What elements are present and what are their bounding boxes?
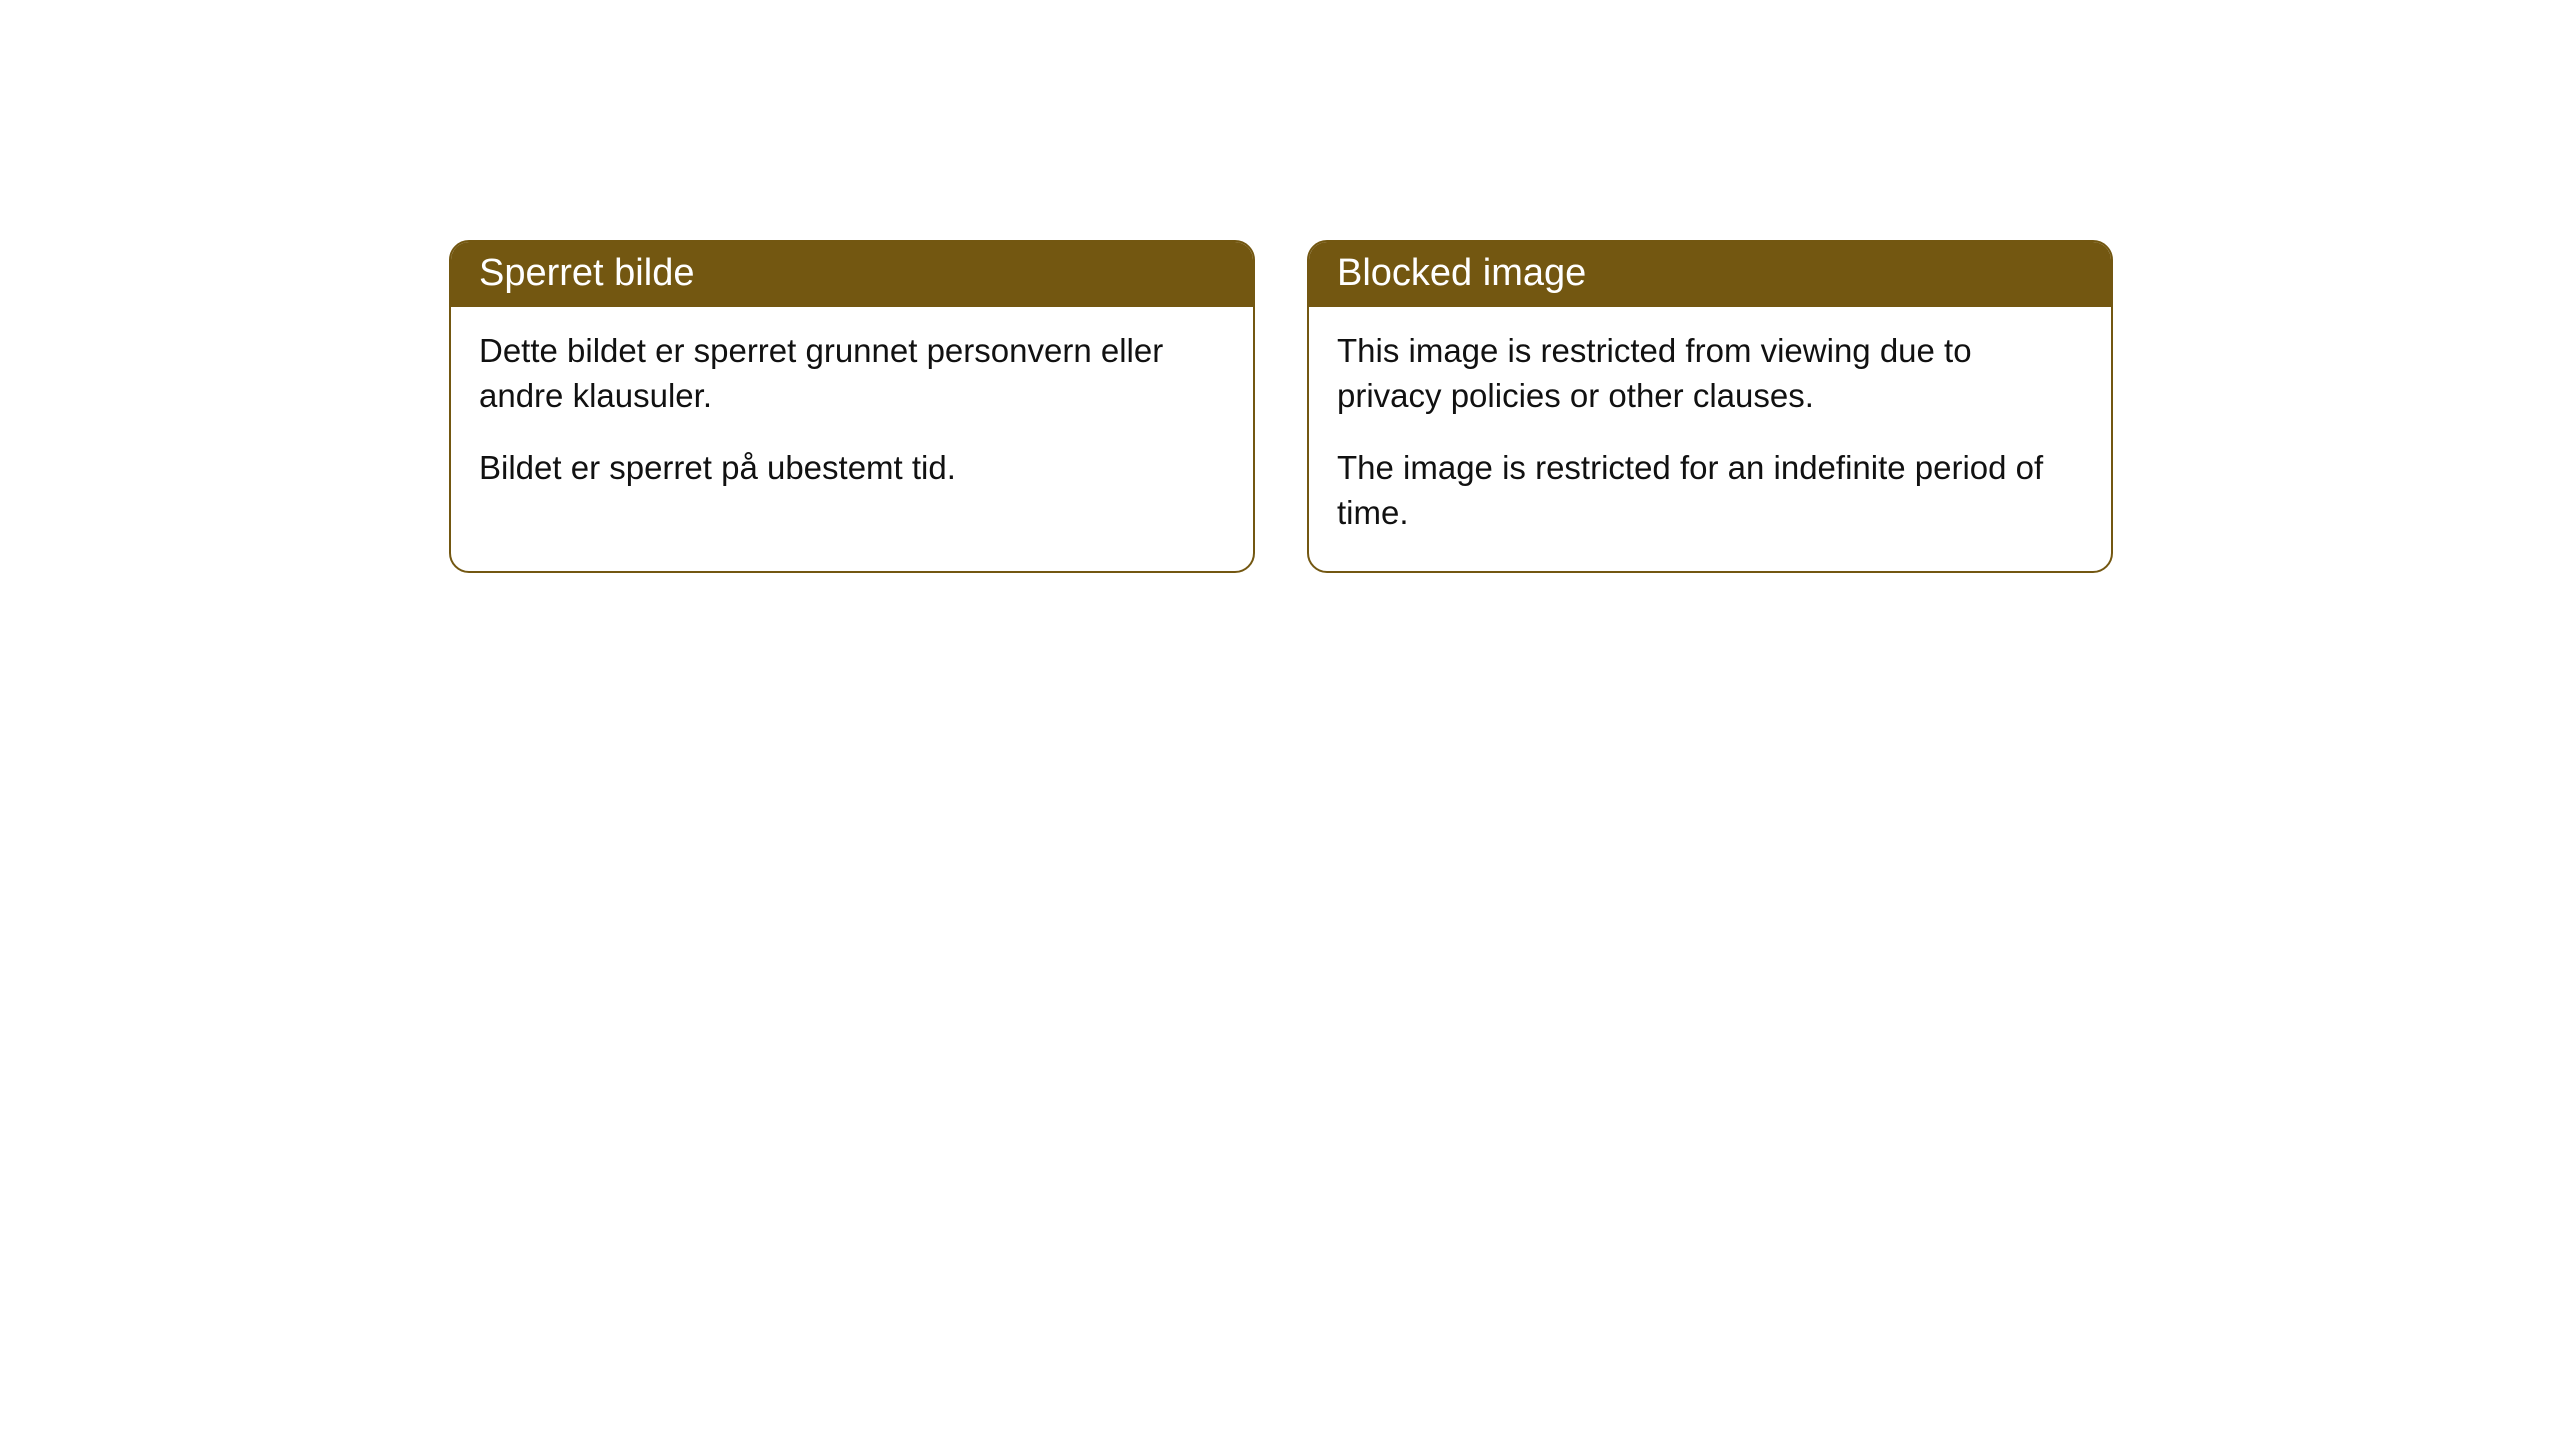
notice-paragraph: The image is restricted for an indefinit… (1337, 446, 2083, 535)
notice-card-norwegian: Sperret bilde Dette bildet er sperret gr… (449, 240, 1255, 573)
notice-title: Blocked image (1337, 252, 1586, 294)
notice-paragraph: Bildet er sperret på ubestemt tid. (479, 446, 1225, 491)
notice-header: Blocked image (1309, 242, 2111, 307)
notice-title: Sperret bilde (479, 252, 694, 294)
notice-container: Sperret bilde Dette bildet er sperret gr… (0, 0, 2560, 573)
notice-paragraph: This image is restricted from viewing du… (1337, 329, 2083, 418)
notice-body: Dette bildet er sperret grunnet personve… (451, 307, 1253, 527)
notice-card-english: Blocked image This image is restricted f… (1307, 240, 2113, 573)
notice-paragraph: Dette bildet er sperret grunnet personve… (479, 329, 1225, 418)
notice-header: Sperret bilde (451, 242, 1253, 307)
notice-body: This image is restricted from viewing du… (1309, 307, 2111, 571)
